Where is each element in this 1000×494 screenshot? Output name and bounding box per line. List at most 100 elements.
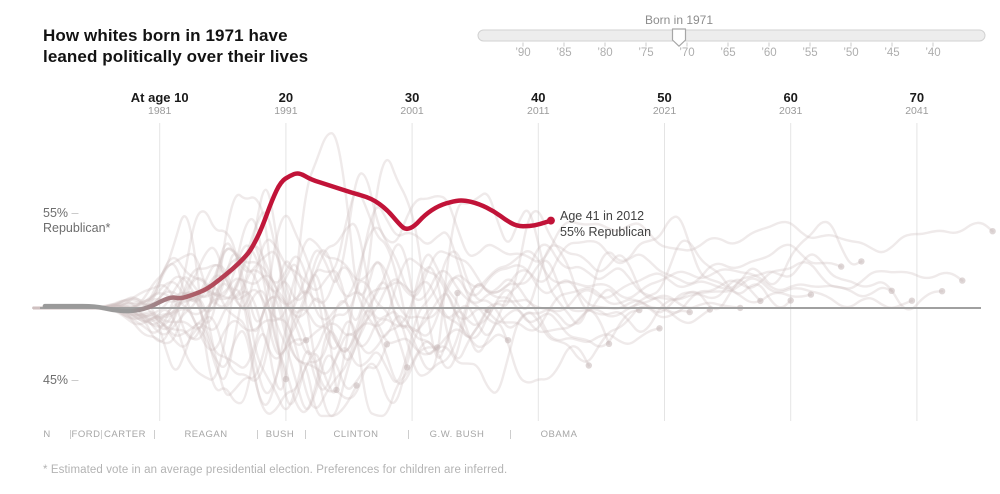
cohort-line — [32, 244, 813, 353]
year-label: 2021 — [652, 105, 677, 117]
slider-tick-marks — [522, 42, 934, 47]
cohort-endpoint — [959, 277, 966, 284]
age-axis-tick-10: At age 10 1981 — [131, 91, 189, 118]
cohort-endpoint — [585, 362, 592, 369]
slider-tick-label: ’60 — [761, 47, 777, 59]
highlight-line — [42, 171, 554, 314]
cohort-endpoint — [504, 337, 512, 344]
president-divider — [510, 430, 511, 439]
year-label: 1991 — [274, 105, 298, 117]
cohort-endpoint — [838, 263, 845, 270]
cohort-line — [32, 266, 661, 385]
cohort-line — [32, 211, 691, 391]
age-axis-tick-60: 60 2031 — [779, 91, 802, 118]
cohort-line — [32, 249, 641, 395]
president-divider — [154, 430, 155, 439]
year-label: 2011 — [527, 105, 550, 117]
cohort-endpoint — [454, 289, 461, 297]
president-divider — [257, 430, 258, 439]
slider-tick-label: ’40 — [925, 47, 941, 59]
president-label: CARTER — [104, 429, 146, 440]
cohort-endpoint — [908, 297, 916, 304]
year-label: 2041 — [905, 105, 929, 117]
cohort-endpoint — [282, 375, 290, 383]
slider-tick-label: ’50 — [843, 47, 859, 59]
cohort-endpoint — [989, 228, 996, 235]
highlight-endpoint — [546, 216, 555, 225]
slider-value-label: Born in 1971 — [644, 13, 714, 27]
birth-year-slider — [477, 28, 986, 47]
president-label: N — [43, 429, 51, 440]
cohort-line — [32, 245, 712, 356]
slider-handle[interactable] — [671, 28, 687, 47]
cohort-line — [32, 238, 914, 348]
background-cohort-lines — [32, 132, 996, 418]
cohort-endpoint — [353, 382, 360, 389]
age-axis-tick-40: 40 2011 — [527, 91, 550, 118]
y-axis-sublabel: Republican* — [43, 221, 111, 235]
age-axis-tick-50: 50 2021 — [653, 91, 676, 118]
president-label: FORD — [71, 429, 101, 440]
y-axis-label-bottom: 45% – — [43, 373, 79, 387]
age-label: 70 — [909, 90, 925, 105]
cohort-endpoint — [858, 258, 865, 265]
cohort-line — [32, 195, 994, 330]
age-axis-tick-70: 70 2041 — [905, 91, 928, 118]
cohort-endpoint — [302, 337, 310, 344]
cohort-endpoint — [333, 386, 340, 394]
footnote: * Estimated vote in an average president… — [43, 464, 508, 476]
cohort-endpoint — [938, 288, 946, 295]
age-label: 40 — [531, 90, 546, 105]
president-divider — [408, 430, 409, 439]
slider-tick-label: ’45 — [884, 47, 900, 59]
age-label: At age 10 — [130, 90, 189, 105]
age-label: 60 — [783, 90, 798, 105]
cohort-line — [32, 214, 459, 418]
cohort-endpoint — [807, 291, 815, 298]
cohort-endpoint — [787, 297, 794, 304]
age-label: 30 — [404, 90, 420, 105]
cohort-endpoint — [686, 308, 693, 316]
y-axis-label-top: 55% – Republican* — [43, 206, 111, 235]
slider-tick-label: ’80 — [597, 47, 613, 59]
annotation-line-1: Age 41 in 2012 — [560, 209, 645, 223]
cohort-endpoint — [888, 287, 895, 294]
president-label: G.W. BUSH — [429, 429, 485, 440]
cohort-line — [32, 222, 762, 382]
age-axis-tick-30: 30 2001 — [400, 91, 423, 118]
slider-track[interactable] — [477, 29, 986, 42]
year-label: 2001 — [400, 105, 424, 117]
president-label: CLINTON — [333, 429, 379, 440]
cohort-line — [32, 158, 792, 406]
president-divider — [305, 430, 306, 439]
president-divider — [70, 430, 71, 439]
slider-tick-label: ’85 — [556, 47, 572, 59]
cohort-line — [32, 132, 863, 405]
age-label: 20 — [278, 90, 294, 105]
president-label: OBAMA — [540, 429, 578, 440]
annotation-line-2: 55% Republican — [560, 224, 652, 239]
cohort-endpoint — [383, 341, 391, 348]
president-label: REAGAN — [184, 429, 228, 440]
cohort-endpoint — [605, 340, 613, 347]
slider-tick-label: ’55 — [802, 47, 818, 59]
cohort-endpoint — [434, 344, 441, 351]
year-label: 1981 — [148, 105, 172, 117]
slider-tick-label: ’70 — [679, 47, 695, 59]
age-label: 50 — [657, 90, 672, 105]
slider-tick-label: ’75 — [638, 47, 654, 59]
decade-gridlines — [159, 123, 918, 421]
slider-tick-label: ’65 — [720, 47, 736, 59]
president-divider — [101, 430, 102, 439]
age-axis-tick-20: 20 1991 — [274, 91, 297, 118]
cohort-endpoint — [757, 297, 764, 305]
cohort-line — [32, 237, 964, 352]
president-label: BUSH — [265, 429, 295, 440]
slider-tick-label: ’90 — [515, 47, 531, 59]
tick-dash: – — [71, 206, 79, 220]
cohort-endpoint — [656, 325, 663, 332]
tick-dash: – — [71, 373, 79, 387]
cohort-endpoint — [403, 364, 411, 371]
